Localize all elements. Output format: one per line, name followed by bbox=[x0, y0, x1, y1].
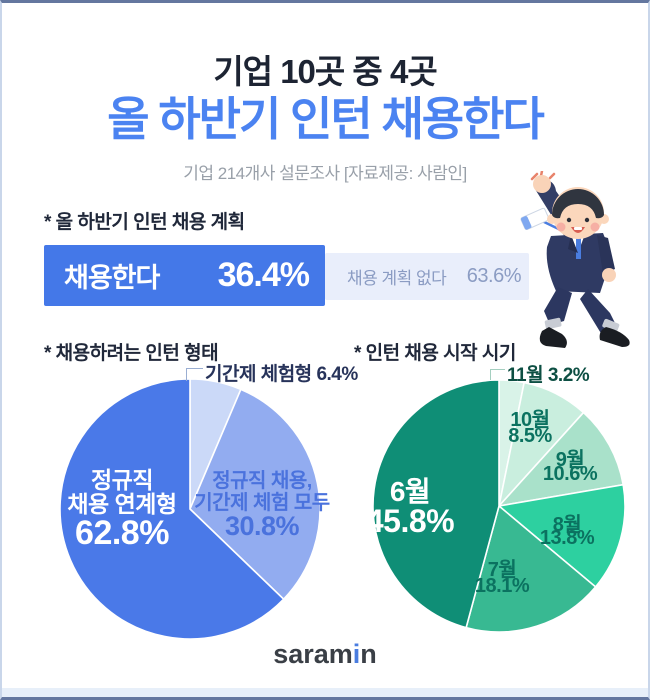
right-pie-pct-oct: 8.5% bbox=[508, 425, 552, 447]
callout-label-left-pie: 기간제 체험형 6.4% bbox=[205, 364, 358, 385]
left-pie-main-label-line1: 정규직 bbox=[91, 467, 153, 493]
pie-slice bbox=[496, 411, 625, 508]
callout-line-left-pie bbox=[186, 368, 203, 381]
pie-slice bbox=[497, 483, 626, 589]
saramin-logo-part3: n bbox=[360, 639, 377, 669]
right-pie-center-pct: 45.8% bbox=[365, 503, 455, 539]
shoe-right bbox=[599, 327, 630, 347]
right-fist bbox=[602, 268, 616, 282]
right-arm bbox=[597, 235, 615, 274]
eye-left bbox=[566, 217, 572, 223]
saramin-logo: saramin bbox=[2, 639, 648, 670]
title-line1: 기업 10곳 중 4곳 bbox=[213, 53, 437, 90]
sock-right bbox=[602, 318, 620, 333]
pie-intern-type bbox=[59, 378, 321, 640]
id-badge bbox=[520, 207, 550, 231]
jumping-businessman-illustration bbox=[520, 171, 630, 348]
left-pie-side-label-line1: 정규직 채용, bbox=[212, 470, 312, 492]
saramin-logo-part2: i bbox=[352, 639, 361, 669]
survey-subtitle: 기업 214개사 설문조사 [자료제공: 사람인] bbox=[183, 164, 467, 183]
right-pie-pct-sep: 10.6% bbox=[542, 463, 598, 485]
left-pie-side-pct: 30.8% bbox=[224, 511, 300, 541]
right-pie-label-sep: 9월 bbox=[555, 449, 585, 471]
suit-lapel bbox=[568, 235, 578, 253]
pie-slice bbox=[372, 379, 500, 629]
section-heading-hiring-plan: * 올 하반기 인턴 채용 계획 bbox=[44, 212, 245, 233]
suit-torso bbox=[546, 233, 609, 293]
pie-slice bbox=[59, 378, 285, 640]
blush-right bbox=[590, 222, 600, 232]
section-heading-start-month: * 인턴 채용 시작 시기 bbox=[354, 343, 516, 364]
right-pie-label-oct: 10월 bbox=[510, 409, 550, 431]
hair bbox=[552, 189, 604, 219]
right-pie-label-aug: 8월 bbox=[552, 514, 582, 536]
bar-no-label: 채용 계획 없다 bbox=[347, 269, 447, 288]
bottom-accent-strip bbox=[2, 688, 648, 697]
pie-start-month bbox=[372, 379, 626, 633]
left-leg bbox=[544, 287, 572, 325]
eye-right bbox=[584, 217, 590, 223]
right-pie-pct-aug: 13.8% bbox=[539, 527, 595, 549]
pie-slice bbox=[465, 504, 597, 633]
right-pie-pct-jul: 18.1% bbox=[474, 575, 530, 597]
title-line2: 올 하반기 인턴 채용한다 bbox=[107, 93, 545, 145]
left-pie-side-label-line2: 기간제 체험 모두 bbox=[194, 492, 330, 514]
shoe-left bbox=[539, 327, 567, 348]
left-pie-main-label-line2: 채용 연계형 bbox=[67, 491, 177, 517]
blush-left bbox=[556, 222, 566, 232]
right-pie-label-jul: 7월 bbox=[487, 559, 517, 581]
teeth bbox=[574, 227, 582, 230]
bar-hiring-yes: 채용한다 36.4% bbox=[44, 245, 325, 306]
sock-left bbox=[544, 317, 562, 330]
raised-fist bbox=[533, 175, 551, 193]
bar-yes-label: 채용한다 bbox=[64, 263, 160, 293]
tie bbox=[576, 236, 581, 259]
bar-no-value: 63.6% bbox=[466, 265, 522, 287]
bar-hiring-no: 채용 계획 없다 63.6% bbox=[325, 253, 529, 300]
saramin-logo-part1: saram bbox=[273, 639, 353, 669]
right-pie-center-month: 6월 bbox=[389, 476, 431, 507]
callout-line-right-pie bbox=[490, 369, 505, 380]
bar-yes-value: 36.4% bbox=[217, 256, 310, 294]
left-pie-main-pct: 62.8% bbox=[75, 514, 169, 552]
callout-label-right-pie: 11월 3.2% bbox=[507, 365, 590, 386]
pie-slice bbox=[189, 388, 321, 601]
section-heading-intern-type: * 채용하려는 인턴 형태 bbox=[44, 343, 219, 364]
